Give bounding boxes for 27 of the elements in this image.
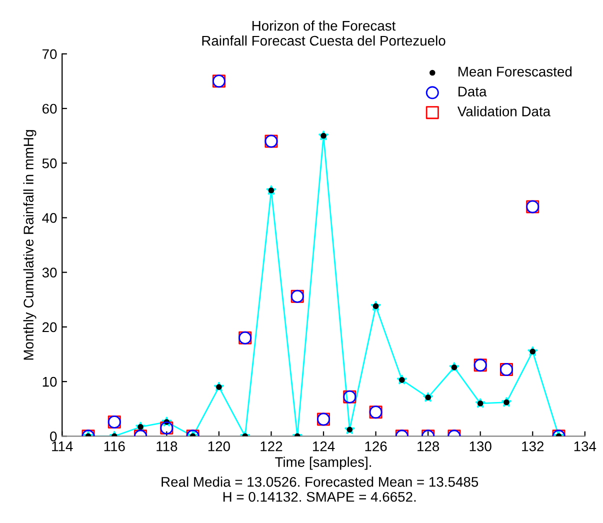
x-tick-label: 120 <box>208 441 230 452</box>
x-tick-label: 116 <box>104 441 125 452</box>
x-tick-label: 114 <box>52 442 73 452</box>
x-tick-label: 126 <box>365 441 387 452</box>
y-tick-label: 50 <box>42 158 57 168</box>
x-tick-label: 124 <box>312 441 335 452</box>
legend-label: Validation Data <box>457 106 551 116</box>
x-axis-title: Time [samples]. <box>275 456 371 470</box>
y-tick-label: 30 <box>42 268 57 278</box>
legend-label: Data <box>458 86 487 96</box>
y-tick-label: 20 <box>42 322 57 332</box>
text: H = 0.14132. SMAPE = 4.6652. <box>223 492 416 502</box>
x-tick-label: 122 <box>260 441 282 452</box>
y-axis-title: Monthly Cumulative Rainfall in mmHg <box>23 130 36 360</box>
x-tick-label: 118 <box>156 441 178 452</box>
x-tick-label: 128 <box>418 441 440 452</box>
text: Real Media = 13.0526. Forecasted Mean = 13.5485 <box>162 476 478 487</box>
y-tick-label: 40 <box>42 213 57 223</box>
x-tick-label: 132 <box>522 441 544 452</box>
y-tick-label: 70 <box>42 49 57 60</box>
y-tick-label: 60 <box>42 104 57 114</box>
y-tick-label: 0 <box>50 432 57 442</box>
chart-title: Horizon of the Forecast Rainfall Forecast Cuesta del Portezuelo <box>202 20 446 46</box>
x-tick-label: 130 <box>470 441 492 452</box>
legend-label: Mean Forescasted <box>458 66 572 77</box>
y-tick-label: 10 <box>42 376 57 387</box>
x-tick-label: 134 <box>574 441 596 452</box>
